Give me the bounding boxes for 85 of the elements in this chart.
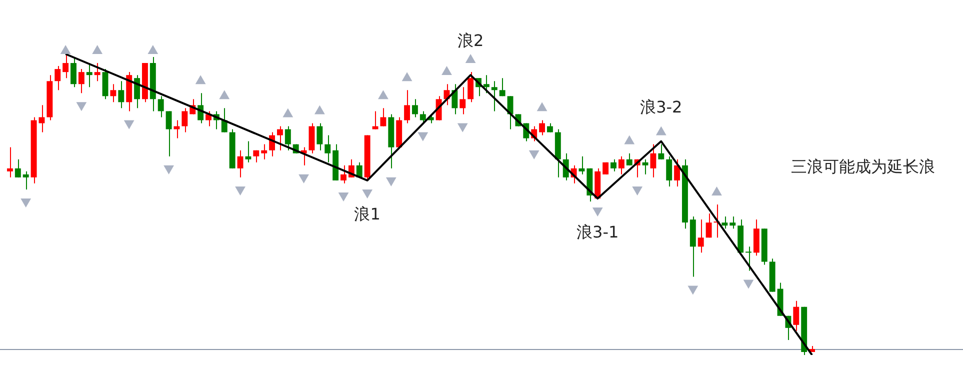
candlestick	[110, 84, 116, 103]
annotation: 浪3-1	[576, 222, 619, 242]
candlestick	[237, 150, 244, 178]
candlestick	[491, 80, 498, 112]
point	[314, 105, 325, 114]
candlestick	[340, 164, 346, 184]
point	[402, 72, 412, 82]
candlestick	[316, 122, 323, 151]
candlestick	[245, 140, 252, 163]
candlestick	[730, 216, 736, 230]
point	[298, 174, 309, 184]
candlestick	[324, 134, 331, 163]
candlestick	[674, 158, 680, 187]
point	[378, 90, 388, 100]
candlestick	[658, 144, 664, 160]
candlestick	[698, 219, 704, 254]
candlestick	[539, 120, 546, 136]
candlestick	[578, 156, 585, 175]
candlestick	[118, 80, 124, 109]
point	[386, 177, 396, 186]
point	[235, 186, 246, 196]
point	[148, 44, 158, 54]
point	[219, 90, 230, 100]
candlestick	[14, 158, 21, 178]
candlestick	[420, 110, 426, 124]
candlestick	[602, 162, 609, 175]
candlestick	[284, 126, 291, 151]
candlestick	[468, 72, 474, 103]
point	[60, 44, 71, 54]
candlestick	[626, 152, 632, 166]
point	[656, 126, 666, 136]
candlestick	[70, 56, 76, 88]
point	[338, 192, 349, 202]
candlestick	[38, 104, 45, 133]
candlestick	[372, 110, 378, 130]
candlestick	[94, 62, 100, 82]
candlestick	[54, 66, 61, 91]
candlestick	[746, 246, 752, 272]
point	[20, 198, 32, 208]
candlestick	[6, 146, 13, 178]
point	[632, 186, 643, 196]
point	[362, 189, 373, 198]
annotation: 浪1	[354, 204, 380, 224]
candlestick	[380, 108, 386, 127]
candlestick	[22, 170, 29, 190]
candlestick	[666, 156, 672, 187]
candlestick	[134, 74, 140, 109]
candlestick	[62, 54, 69, 79]
point	[592, 208, 603, 217]
point	[92, 44, 103, 54]
candlestick	[793, 300, 800, 332]
point	[418, 132, 428, 142]
candlestick	[174, 120, 180, 139]
candlestick	[261, 144, 268, 160]
candlestick	[618, 156, 624, 175]
candlestick	[642, 158, 648, 175]
point	[282, 108, 294, 118]
candlestick	[253, 150, 260, 163]
candlestick	[546, 122, 553, 133]
point	[442, 66, 452, 76]
candlestick	[78, 68, 84, 94]
candlestick	[483, 74, 490, 94]
annotation: 浪3-2	[640, 97, 682, 116]
candlestick	[610, 158, 616, 172]
candlestick	[706, 213, 712, 238]
candlestick	[276, 126, 283, 151]
point	[465, 54, 476, 64]
candlestick	[221, 108, 228, 133]
candlestick	[650, 144, 656, 178]
candlestick	[86, 62, 92, 88]
candlestick	[412, 98, 418, 118]
candlestick	[158, 96, 164, 118]
candlestick	[166, 110, 172, 157]
candlestick	[460, 86, 466, 115]
point	[195, 75, 206, 84]
candlestick	[404, 90, 410, 124]
point	[164, 165, 174, 174]
candlestick	[499, 78, 506, 97]
candlestick	[722, 216, 728, 230]
annotation: 三浪可能成为延长浪	[791, 157, 935, 176]
annotation: 浪2	[457, 31, 484, 50]
point	[536, 102, 548, 112]
point	[528, 150, 540, 160]
candlestick	[452, 84, 458, 115]
candlestick	[182, 108, 188, 133]
